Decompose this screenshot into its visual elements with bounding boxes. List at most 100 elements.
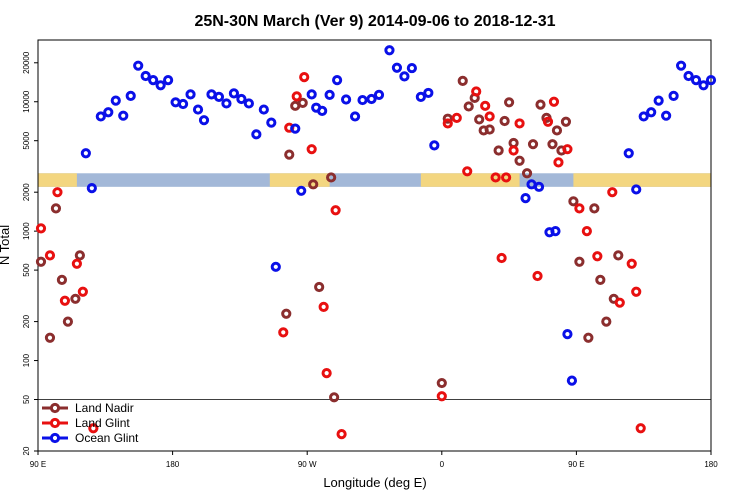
data-point — [391, 62, 403, 73]
data-point — [547, 139, 558, 150]
data-point — [457, 75, 468, 86]
legend-marker — [49, 432, 61, 444]
x-tick-label: 90 E — [568, 460, 584, 469]
legend-item: Ocean Glint — [42, 431, 139, 445]
data-point — [329, 392, 340, 403]
data-point — [155, 80, 166, 91]
data-point — [95, 111, 106, 122]
legend-marker — [49, 417, 61, 429]
data-point — [258, 104, 269, 115]
data-point — [501, 172, 512, 183]
data-point — [480, 100, 491, 111]
data-point — [484, 124, 495, 135]
data-point — [278, 327, 289, 338]
data-point — [548, 96, 560, 107]
data-point — [429, 140, 440, 151]
data-point — [213, 91, 225, 102]
legend-item: Land Glint — [42, 416, 130, 430]
x-axis: 90 E 180 90 W 0 90 E 180 — [30, 451, 718, 469]
data-point — [551, 125, 563, 136]
data-point — [574, 203, 585, 214]
data-point — [415, 91, 426, 102]
data-point — [436, 377, 447, 389]
y-tick-label: 200 — [22, 314, 31, 328]
y-tick-label: 5000 — [22, 131, 31, 149]
land-band-segment — [420, 173, 520, 187]
data-point — [198, 115, 210, 126]
data-point — [614, 297, 625, 308]
data-point — [71, 258, 82, 269]
data-point — [336, 429, 347, 440]
data-point — [35, 223, 47, 234]
data-point — [56, 274, 68, 285]
y-tick-label: 50 — [22, 395, 31, 404]
data-point — [462, 166, 473, 177]
data-point — [423, 87, 434, 99]
y-axis: 20 50 100 200 500 1000 2000 5000 10000 20000 — [22, 51, 38, 455]
data-point — [508, 145, 519, 156]
data-point — [690, 74, 702, 86]
data-point — [192, 104, 204, 115]
data-point — [514, 155, 525, 166]
data-point — [103, 107, 114, 118]
data-point — [296, 185, 307, 196]
data-point — [133, 60, 144, 71]
data-point — [330, 205, 341, 216]
data-point — [306, 89, 317, 100]
data-point — [535, 99, 546, 110]
land-band-segment — [573, 173, 711, 187]
x-tick-label: 90 W — [298, 460, 317, 469]
x-tick-label: 180 — [166, 460, 180, 469]
data-point — [88, 423, 99, 434]
data-point — [607, 187, 618, 198]
data-point — [581, 226, 592, 237]
data-point — [451, 112, 462, 124]
x-tick-label: 0 — [440, 460, 445, 469]
data-point — [306, 144, 317, 155]
data-point — [520, 193, 531, 204]
data-point — [140, 70, 151, 82]
data-point — [86, 183, 97, 194]
y-tick-label: 1000 — [22, 222, 31, 240]
data-point — [442, 113, 453, 124]
data-point — [504, 97, 515, 108]
data-point — [297, 97, 308, 108]
data-point — [592, 251, 603, 262]
legend-label: Ocean Glint — [75, 431, 139, 445]
data-point — [463, 101, 474, 112]
data-point — [118, 110, 129, 121]
legend-item: Land Nadir — [42, 401, 134, 415]
data-point — [626, 258, 637, 269]
data-point — [675, 60, 687, 71]
data-point — [284, 149, 295, 160]
data-point — [243, 98, 254, 109]
data-point — [266, 117, 277, 128]
data-point — [553, 157, 564, 168]
data-point — [683, 70, 694, 82]
y-tick-label: 20 — [22, 446, 31, 455]
data-point — [70, 293, 81, 304]
data-point — [589, 203, 600, 214]
data-point — [44, 250, 56, 261]
data-point — [653, 95, 664, 106]
data-point — [270, 261, 281, 272]
series-ocean-glint — [80, 45, 717, 386]
data-point — [177, 98, 189, 110]
data-point — [44, 332, 56, 343]
data-point — [646, 107, 657, 118]
data-point — [490, 172, 501, 183]
data-point — [349, 111, 361, 122]
data-point — [562, 329, 573, 340]
data-point — [332, 74, 343, 86]
data-point — [631, 184, 642, 195]
data-point — [290, 123, 301, 134]
data-point — [484, 111, 495, 122]
data-point — [550, 226, 561, 237]
data-point — [442, 118, 453, 129]
data-point — [185, 89, 196, 100]
data-point — [698, 80, 709, 91]
x-tick-label: 180 — [704, 460, 718, 469]
data-point — [314, 281, 325, 293]
